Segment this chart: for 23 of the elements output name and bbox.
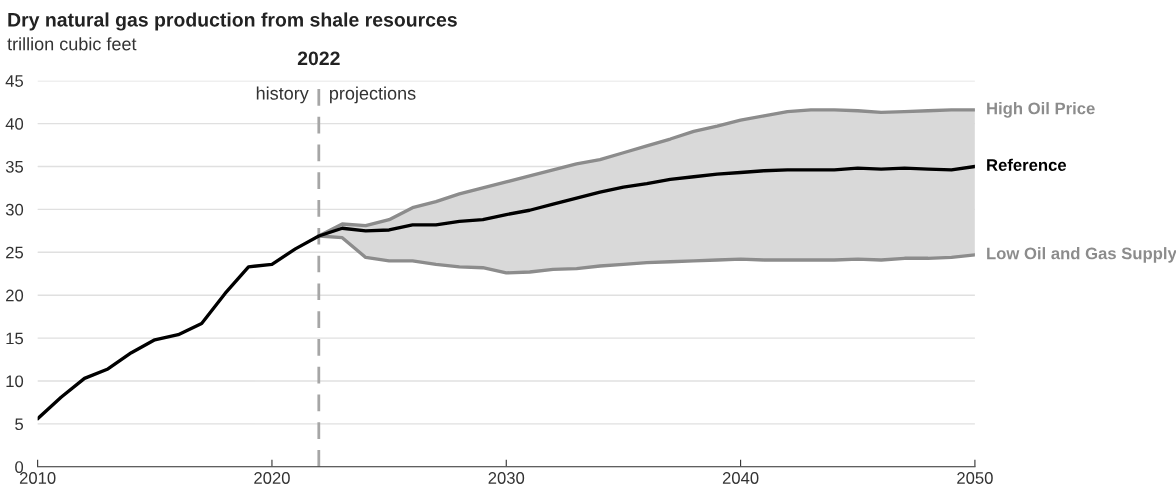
chart-title: Dry natural gas production from shale resources — [8, 12, 457, 31]
x-tick-label: 2030 — [488, 472, 525, 484]
annotation: history — [256, 86, 309, 104]
y-tick-label: 0 — [15, 461, 24, 473]
y-tick-label: 5 — [15, 418, 24, 431]
x-tick-label: 2050 — [957, 472, 993, 484]
series-label: Low Oil and Gas Supply — [987, 247, 1176, 263]
annotation: projections — [330, 86, 416, 104]
y-tick-label: 25 — [6, 246, 24, 259]
ref-line-label: 2022 — [297, 51, 340, 66]
y-tick-label: 30 — [5, 203, 24, 216]
series-label: High Oil Price — [987, 102, 1095, 118]
x-tick-label: 2040 — [722, 472, 759, 484]
y-tick-label: 20 — [6, 289, 24, 302]
x-tick-label: 2010 — [19, 472, 56, 484]
series-label: Reference — [987, 158, 1067, 171]
y-tick-label: 45 — [5, 75, 24, 87]
y-tick-label: 15 — [6, 332, 24, 345]
x-tick-label: 2020 — [254, 472, 290, 484]
chart-subtitle: trillion cubic feet — [7, 37, 137, 51]
y-tick-label: 40 — [5, 117, 24, 130]
y-tick-label: 35 — [5, 160, 24, 173]
y-tick-label: 10 — [6, 375, 24, 388]
